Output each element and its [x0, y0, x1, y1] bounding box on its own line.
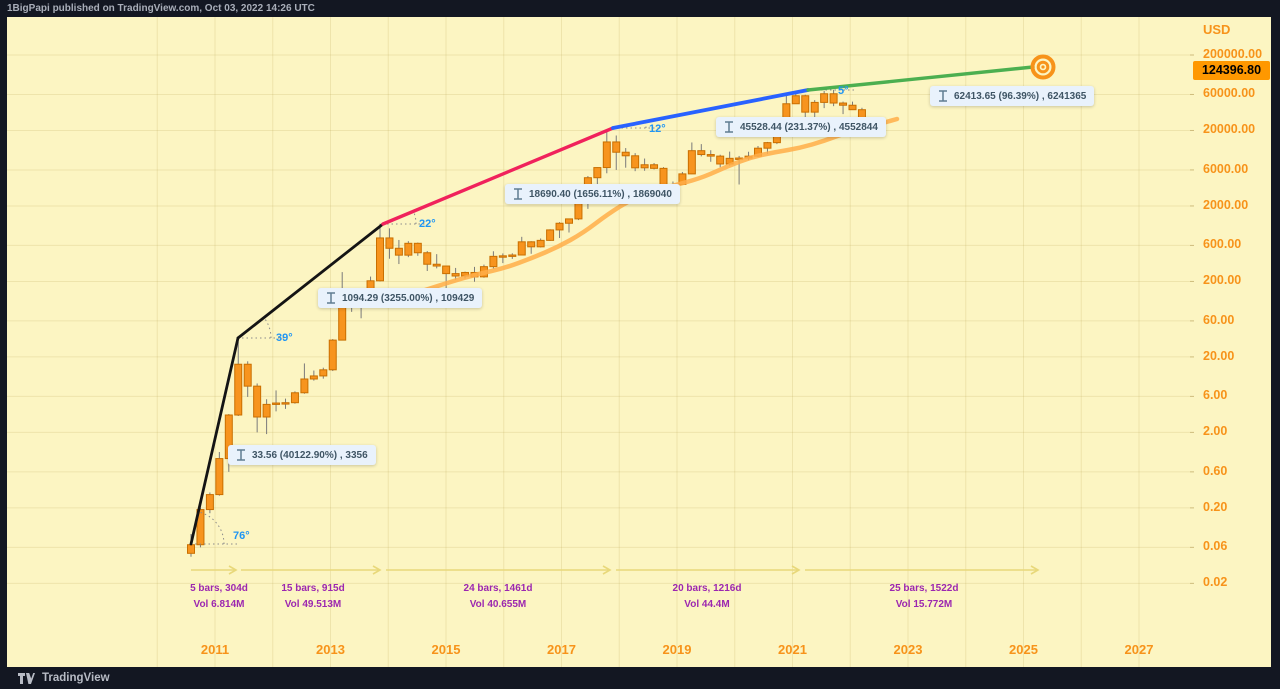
candle-body — [517, 241, 526, 256]
measure-label[interactable]: 45528.44 (231.37%) , 4552844 — [716, 117, 886, 137]
candle-body — [602, 141, 611, 169]
angle-guide-arc — [198, 511, 225, 545]
candle-body — [536, 239, 545, 248]
trend-line-segment[interactable] — [381, 126, 615, 226]
measure-label-text: 1094.29 (3255.00%) , 109429 — [342, 292, 475, 304]
candle-body — [706, 154, 715, 157]
candles-layer — [187, 89, 885, 557]
footer-brand[interactable]: TradingView — [42, 672, 110, 684]
candle-body — [687, 150, 696, 175]
candle-body — [290, 392, 299, 404]
measure-label[interactable]: 18690.40 (1656.11%) , 1869040 — [505, 184, 680, 204]
candle-body — [489, 255, 498, 268]
price-range-icon — [725, 121, 733, 133]
candle-body — [498, 255, 507, 258]
candle-body — [810, 101, 819, 113]
candle-body — [253, 385, 262, 418]
tradingview-logo-icon[interactable] — [18, 672, 35, 684]
candle-body — [697, 150, 706, 156]
candle-body — [546, 229, 555, 241]
trend-line-segment[interactable] — [189, 336, 240, 546]
price-range-icon — [514, 188, 522, 200]
measure-label-text: 62413.65 (96.39%) , 6241365 — [954, 90, 1087, 102]
footer-bar: TradingView — [0, 667, 1280, 689]
candle-body — [423, 252, 432, 265]
chart-panel — [7, 17, 1271, 667]
publish-info-bar: 1BigPapi published on TradingView.com, O… — [0, 0, 1280, 17]
angle-guide-arc — [644, 121, 647, 129]
publish-info-text: 1BigPapi published on TradingView.com, O… — [7, 3, 315, 14]
candle-body — [404, 242, 413, 256]
target-bullseye-icon[interactable] — [1030, 54, 1056, 80]
candle-body — [565, 218, 573, 224]
candle-body — [300, 378, 309, 394]
measure-label-text: 45528.44 (231.37%) , 4552844 — [740, 121, 878, 133]
candle-body — [593, 167, 602, 179]
candle-body — [612, 141, 621, 153]
candle-body — [243, 363, 252, 387]
candle-body — [820, 93, 829, 103]
candle-body — [319, 369, 328, 377]
candle-body — [196, 509, 205, 546]
candle-body — [328, 339, 337, 371]
candle-body — [385, 237, 394, 249]
price-range-icon — [939, 90, 947, 102]
candle-body — [413, 242, 422, 254]
candle-body — [631, 155, 640, 169]
candle-body — [262, 403, 271, 418]
angle-guide-arc — [263, 317, 272, 339]
candle-body — [621, 151, 630, 157]
measure-label[interactable]: 33.56 (40122.90%) , 3356 — [228, 445, 376, 465]
measure-label-text: 18690.40 (1656.11%) , 1869040 — [529, 188, 672, 200]
candle-body — [309, 375, 318, 380]
candle-body — [716, 155, 725, 165]
price-range-icon — [327, 292, 335, 304]
candle-body — [650, 164, 659, 169]
candle-body — [234, 363, 243, 416]
candle-body — [394, 247, 403, 256]
measure-label-text: 33.56 (40122.90%) , 3356 — [252, 449, 368, 461]
measure-label[interactable]: 62413.65 (96.39%) , 6241365 — [930, 86, 1095, 106]
candle-body — [205, 494, 214, 511]
candle-body — [801, 95, 810, 113]
candle-body — [508, 254, 517, 257]
candle-body — [272, 402, 281, 405]
candle-body — [527, 241, 536, 248]
measure-label[interactable]: 1094.29 (3255.00%) , 109429 — [318, 288, 483, 308]
candle-body — [442, 265, 451, 275]
candle-body — [640, 164, 649, 169]
range-arrows — [191, 565, 1040, 575]
candle-body — [839, 102, 848, 106]
candle-body — [791, 95, 800, 105]
candle-body — [659, 167, 668, 186]
candle-body — [187, 544, 195, 554]
candle-body — [763, 142, 772, 149]
candle-body — [215, 458, 224, 496]
candle-body — [451, 273, 460, 277]
candle-body — [281, 402, 290, 405]
candle-body — [376, 237, 384, 282]
candle-body — [555, 222, 564, 231]
trend-line-segment[interactable] — [611, 88, 810, 130]
candle-body — [432, 263, 441, 267]
candle-body — [848, 104, 857, 111]
candle-body — [829, 93, 838, 104]
angle-guide-arc — [412, 211, 417, 225]
price-range-icon — [237, 449, 245, 461]
trend-line-segment[interactable] — [236, 222, 385, 340]
trend-line-segment[interactable] — [806, 65, 1035, 92]
